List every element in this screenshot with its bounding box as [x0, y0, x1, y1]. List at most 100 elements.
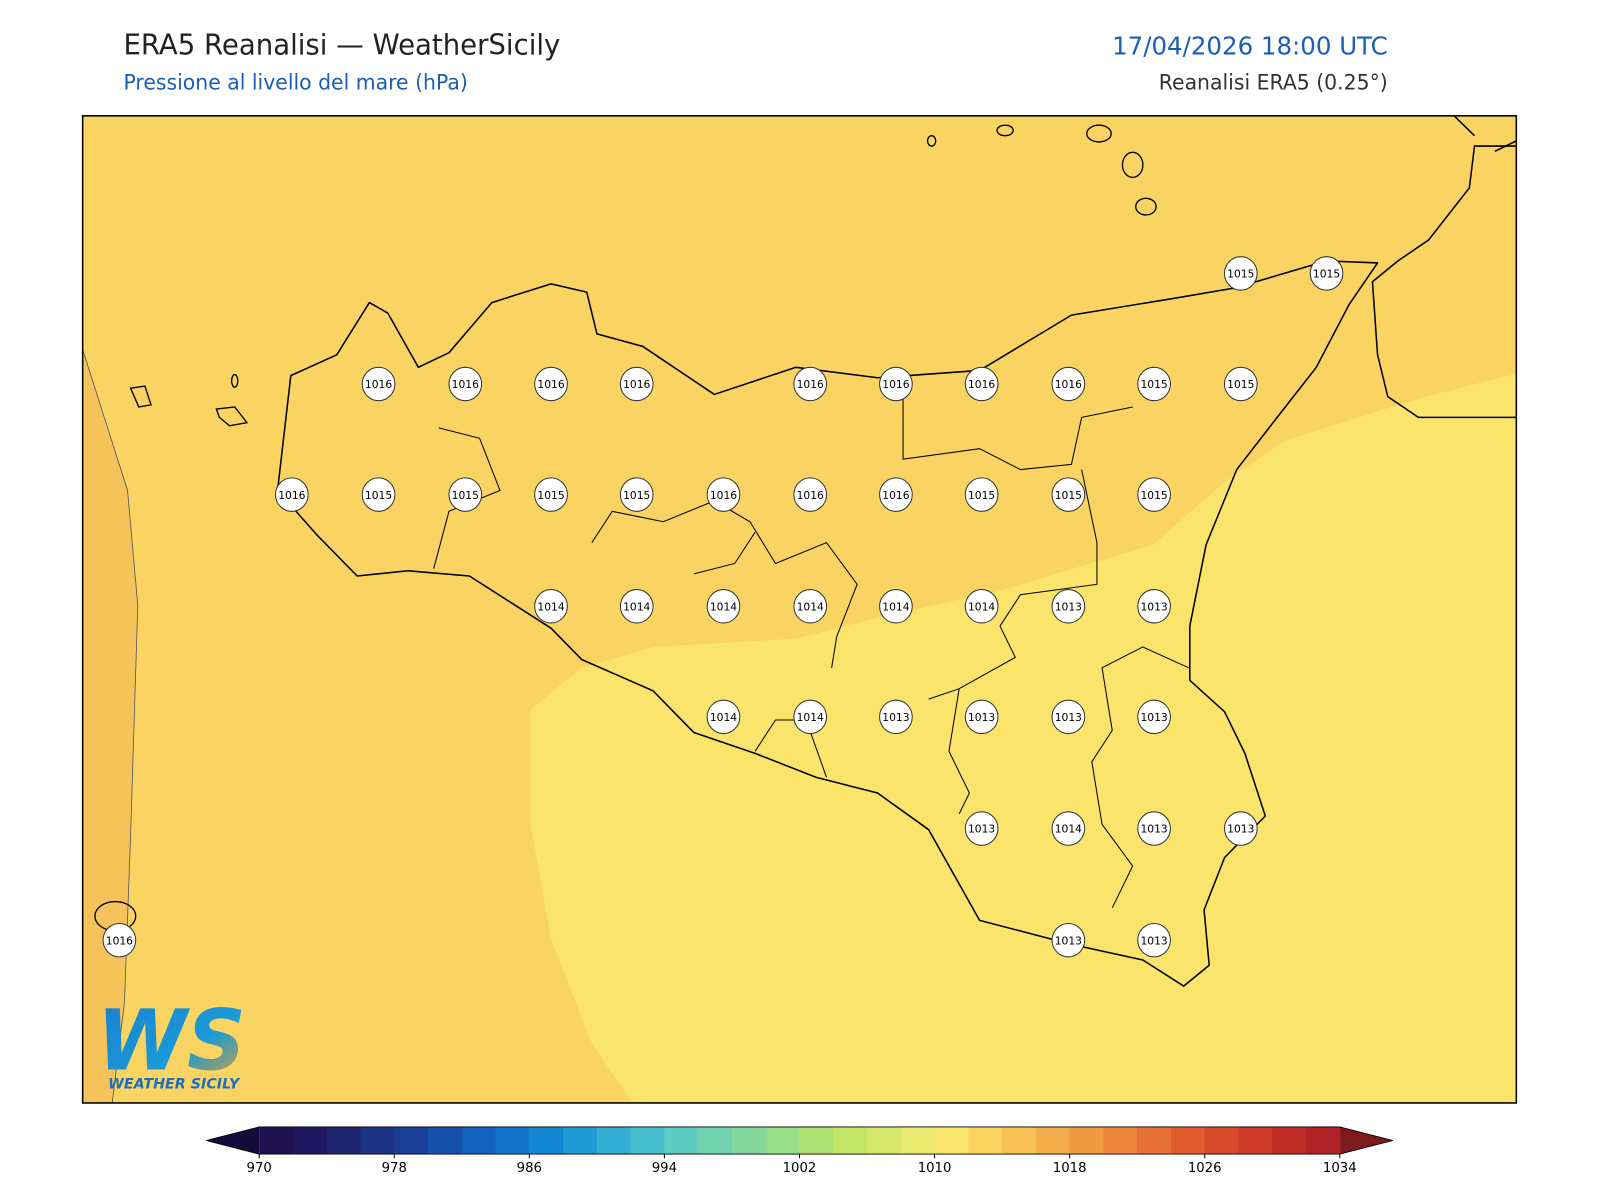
station: 1013 — [1137, 699, 1171, 735]
colorbar-bin — [495, 1126, 530, 1155]
station-label: 1016 — [1055, 378, 1082, 391]
station-label: 1016 — [106, 934, 133, 947]
colorbar-bin — [664, 1126, 699, 1155]
station-marker — [619, 366, 654, 402]
station-marker — [1051, 366, 1086, 402]
title: ERA5 Reanalisi — WeatherSicily — [123, 28, 560, 61]
station-label: 1015 — [365, 489, 392, 502]
colorbar-bin — [394, 1126, 429, 1155]
station-marker — [706, 477, 741, 512]
station-marker — [964, 477, 999, 512]
colorbar-bin — [1238, 1126, 1273, 1155]
station-label: 1015 — [537, 489, 564, 502]
station-label: 1013 — [1140, 600, 1167, 613]
station-label: 1016 — [365, 378, 392, 391]
station: 1013 — [1137, 589, 1171, 624]
station-label: 1015 — [1227, 267, 1254, 280]
station: 1015 — [1137, 477, 1171, 512]
station-label: 1015 — [452, 489, 479, 502]
station: 1013 — [1051, 922, 1086, 958]
station-label: 1014 — [882, 600, 909, 613]
station-label: 1014 — [968, 600, 995, 613]
station-marker — [793, 477, 828, 512]
station-marker — [1309, 256, 1344, 291]
station-label: 1013 — [882, 711, 909, 724]
colorbar-tick-label: 978 — [382, 1161, 407, 1176]
colorbar-bin — [1204, 1126, 1239, 1155]
station: 1016 — [275, 477, 309, 512]
colorbar-bin — [461, 1126, 497, 1155]
station: 1016 — [619, 366, 654, 402]
colorbar-tick-label: 994 — [652, 1161, 677, 1176]
station: 1016 — [879, 477, 913, 512]
colorbar-bin — [1137, 1126, 1172, 1155]
colorbar-bin — [1002, 1126, 1037, 1155]
station: 1015 — [1223, 256, 1258, 291]
map-frame — [81, 115, 1518, 1104]
station-label: 1014 — [710, 711, 737, 724]
station-label: 1014 — [797, 600, 824, 613]
colorbar-bin — [833, 1126, 868, 1155]
station: 1016 — [793, 477, 828, 512]
station-label: 1015 — [1055, 489, 1082, 502]
field-1018 — [82, 349, 138, 1103]
colorbar-bin — [1306, 1126, 1341, 1155]
station-label: 1013 — [1140, 823, 1167, 836]
station-marker — [793, 699, 828, 735]
station-label: 1014 — [623, 600, 650, 613]
colorbar-bin — [428, 1126, 463, 1155]
station-label: 1015 — [1313, 267, 1340, 280]
station: 1014 — [706, 589, 741, 624]
station: 1013 — [1137, 922, 1171, 958]
subtitle: Pressione al livello del mare (hPa) — [123, 71, 467, 95]
colorbar: 970 978 986 994 1002 1010 1018 1026 1034 — [206, 1126, 1393, 1176]
colorbar-bin — [765, 1126, 800, 1155]
station-marker — [534, 589, 568, 624]
station: 1016 — [964, 366, 999, 402]
station-label: 1013 — [968, 823, 995, 836]
station-marker — [793, 366, 828, 402]
station-marker — [275, 477, 309, 512]
station-label: 1016 — [968, 378, 995, 391]
station-marker — [448, 366, 483, 402]
map-area: 1015 1015 1016 1016 1016 1016 1016 1016 1016 1016… — [81, 115, 1518, 1104]
datetime: 17/04/2026 18:00 UTC — [1112, 31, 1388, 60]
field-1014 — [530, 373, 1517, 1103]
colorbar-tick-label: 1010 — [918, 1161, 952, 1176]
station-label: 1014 — [710, 600, 737, 613]
colorbar-bin — [934, 1126, 969, 1155]
station: 1016 — [534, 366, 568, 402]
station: 1015 — [1223, 366, 1258, 402]
station-marker — [793, 589, 828, 624]
station-label: 1016 — [797, 378, 824, 391]
station-marker — [1223, 811, 1258, 846]
station-label: 1016 — [797, 489, 824, 502]
stations: 1015 1015 1016 1016 1016 1016 1016 1016 1016 1016… — [102, 256, 1344, 958]
colorbar-bin — [360, 1126, 395, 1155]
station: 1015 — [964, 477, 999, 512]
station-marker — [619, 589, 654, 624]
station-label: 1013 — [1055, 600, 1082, 613]
station: 1015 — [1309, 256, 1344, 291]
colorbar-bin — [1170, 1126, 1206, 1155]
source: Reanalisi ERA5 (0.25°) — [1159, 71, 1388, 95]
logo-mark: WS — [97, 993, 246, 1090]
station: 1013 — [1223, 811, 1258, 846]
station-label: 1014 — [1055, 823, 1082, 836]
colorbar-bin — [867, 1126, 902, 1155]
station-label: 1013 — [1227, 823, 1254, 836]
colorbar-bin — [630, 1126, 665, 1155]
colorbar-bin — [968, 1126, 1003, 1155]
station-marker — [1051, 699, 1086, 735]
logo-name: WEATHER SICILY — [108, 1076, 241, 1092]
colorbar-bin — [698, 1126, 733, 1155]
station-label: 1013 — [1140, 934, 1167, 947]
station-label: 1016 — [278, 489, 305, 502]
station-marker — [879, 366, 913, 402]
station-marker — [706, 589, 741, 624]
contour — [82, 349, 139, 1104]
station-label: 1014 — [537, 600, 564, 613]
station: 1014 — [793, 699, 828, 735]
colorbar-tick-label: 1002 — [783, 1161, 817, 1176]
